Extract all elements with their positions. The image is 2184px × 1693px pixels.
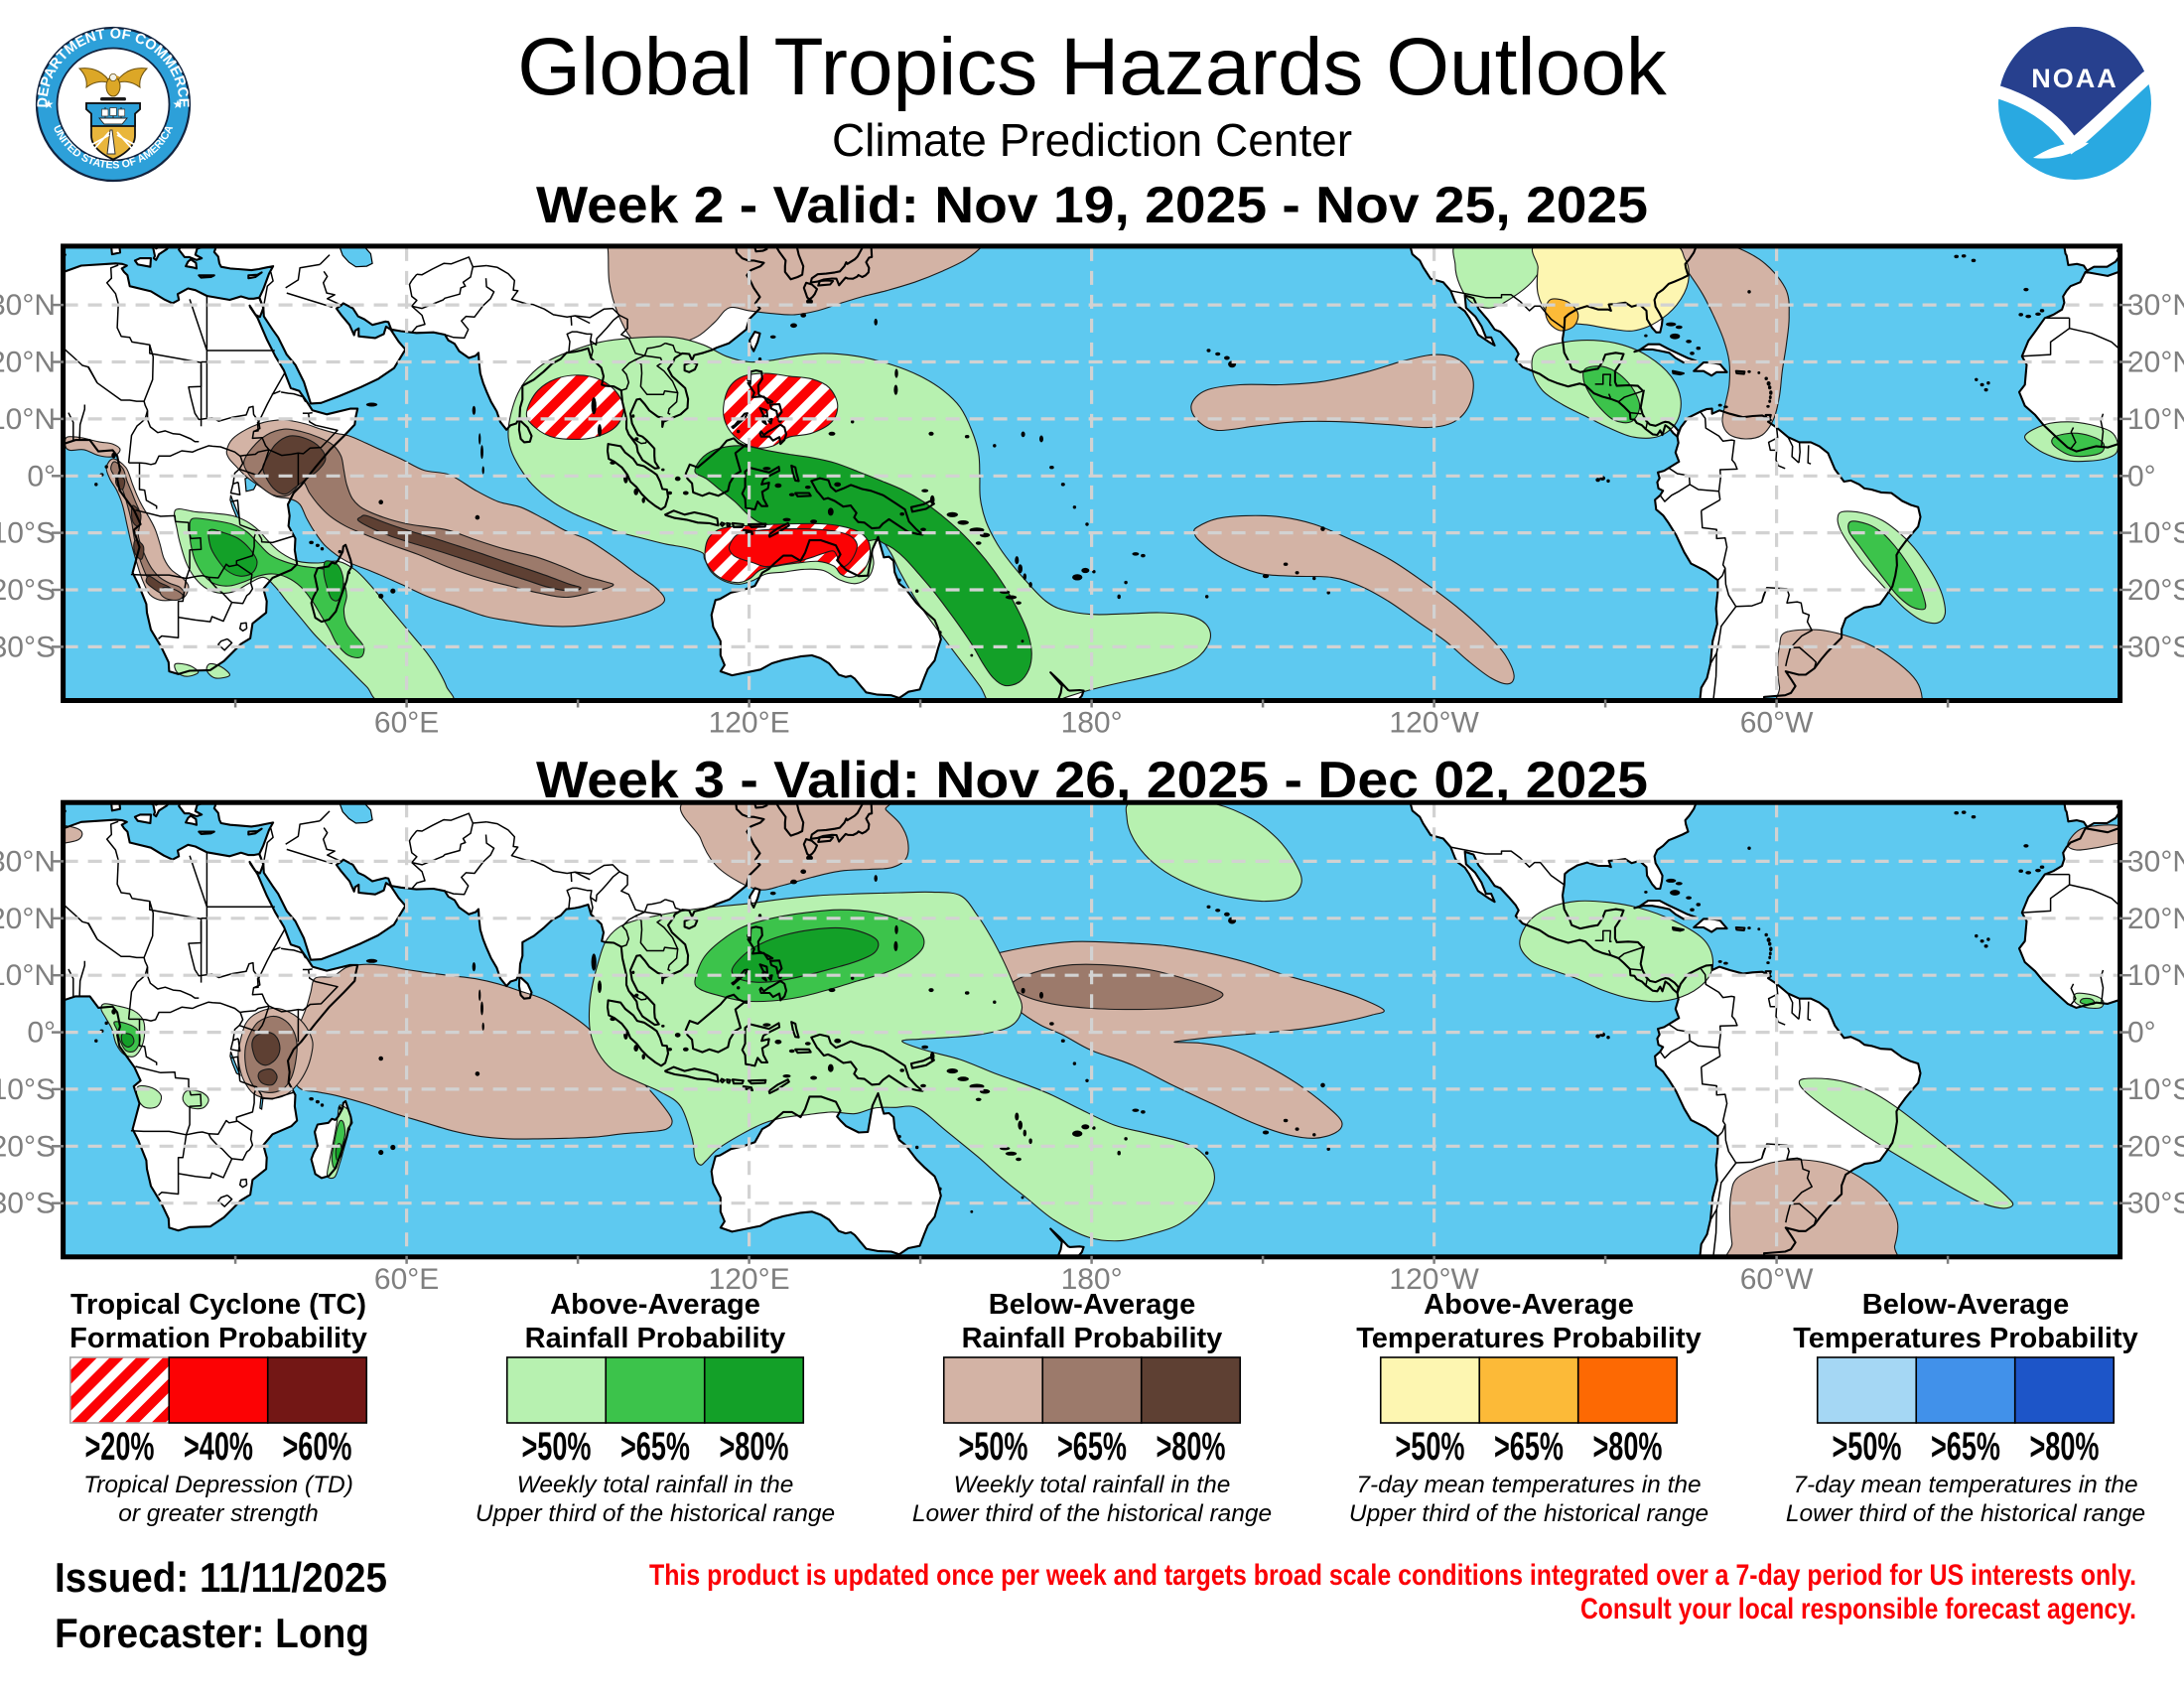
svg-text:Below-Average: Below-Average bbox=[989, 1289, 1195, 1321]
svg-text:30°N: 30°N bbox=[2127, 845, 2184, 878]
svg-text:0°: 0° bbox=[27, 460, 56, 493]
svg-text:10°S: 10°S bbox=[2127, 1073, 2184, 1106]
svg-text:>65%: >65% bbox=[1057, 1425, 1127, 1469]
svg-text:Rainfall Probability: Rainfall Probability bbox=[962, 1323, 1223, 1354]
svg-text:7-day mean temperatures in the: 7-day mean temperatures in the bbox=[1793, 1472, 2137, 1498]
svg-text:>80%: >80% bbox=[2030, 1425, 2100, 1469]
svg-text:180°: 180° bbox=[1061, 1263, 1123, 1296]
svg-text:Week 2 - Valid: Nov 19, 2025 -: Week 2 - Valid: Nov 19, 2025 - Nov 25, 2… bbox=[536, 177, 1648, 234]
svg-text:>80%: >80% bbox=[1593, 1425, 1663, 1469]
svg-text:Forecaster: Long: Forecaster: Long bbox=[55, 1610, 369, 1656]
svg-text:>50%: >50% bbox=[959, 1425, 1028, 1469]
svg-text:>65%: >65% bbox=[620, 1425, 690, 1469]
svg-text:60°E: 60°E bbox=[374, 1263, 439, 1296]
svg-text:This product is updated once p: This product is updated once per week an… bbox=[649, 1559, 2136, 1592]
svg-text:10°N: 10°N bbox=[2127, 403, 2184, 436]
svg-text:Above-Average: Above-Average bbox=[550, 1289, 760, 1321]
svg-text:or greater strength: or greater strength bbox=[118, 1500, 319, 1527]
svg-text:Global Tropics Hazards Outlook: Global Tropics Hazards Outlook bbox=[517, 22, 1668, 112]
svg-text:60°E: 60°E bbox=[374, 707, 439, 740]
svg-text:Formation Probability: Formation Probability bbox=[69, 1323, 367, 1354]
svg-text:Rainfall Probability: Rainfall Probability bbox=[525, 1323, 786, 1354]
svg-text:Weekly total rainfall in the: Weekly total rainfall in the bbox=[954, 1472, 1231, 1498]
svg-text:7-day mean temperatures in the: 7-day mean temperatures in the bbox=[1356, 1472, 1701, 1498]
svg-text:30°S: 30°S bbox=[0, 1188, 56, 1220]
svg-text:0°: 0° bbox=[2127, 1017, 2156, 1050]
svg-text:>80%: >80% bbox=[1157, 1425, 1226, 1469]
svg-text:>20%: >20% bbox=[85, 1425, 155, 1469]
svg-text:10°N: 10°N bbox=[0, 403, 56, 436]
svg-text:Issued: 11/11/2025: Issued: 11/11/2025 bbox=[55, 1554, 387, 1601]
svg-text:Temperatures Probability: Temperatures Probability bbox=[1356, 1323, 1702, 1354]
svg-text:120°E: 120°E bbox=[709, 1263, 790, 1296]
svg-text:Lower third of the historical: Lower third of the historical range bbox=[1786, 1500, 2145, 1527]
svg-text:>80%: >80% bbox=[720, 1425, 789, 1469]
svg-text:0°: 0° bbox=[27, 1017, 56, 1050]
svg-text:>50%: >50% bbox=[1833, 1425, 1902, 1469]
svg-text:Week 3 - Valid: Nov 26, 2025 -: Week 3 - Valid: Nov 26, 2025 - Dec 02, 2… bbox=[536, 752, 1648, 809]
svg-text:30°S: 30°S bbox=[2127, 1188, 2184, 1220]
svg-text:20°N: 20°N bbox=[2127, 903, 2184, 935]
svg-text:30°S: 30°S bbox=[0, 631, 56, 663]
svg-text:Tropical Depression (TD): Tropical Depression (TD) bbox=[83, 1472, 353, 1498]
svg-text:120°W: 120°W bbox=[1389, 707, 1479, 740]
svg-text:>60%: >60% bbox=[283, 1425, 352, 1469]
svg-text:10°S: 10°S bbox=[0, 1073, 56, 1106]
svg-text:Temperatures Probability: Temperatures Probability bbox=[1793, 1323, 2138, 1354]
svg-text:20°N: 20°N bbox=[0, 347, 56, 379]
svg-text:Upper third of the historical: Upper third of the historical range bbox=[476, 1500, 835, 1527]
svg-text:20°S: 20°S bbox=[2127, 1130, 2184, 1163]
svg-text:>50%: >50% bbox=[522, 1425, 592, 1469]
svg-text:30°N: 30°N bbox=[0, 845, 56, 878]
svg-text:>40%: >40% bbox=[184, 1425, 253, 1469]
svg-text:Upper third of the historical: Upper third of the historical range bbox=[1349, 1500, 1708, 1527]
svg-text:20°N: 20°N bbox=[0, 903, 56, 935]
svg-text:10°N: 10°N bbox=[2127, 959, 2184, 992]
svg-text:20°S: 20°S bbox=[2127, 574, 2184, 607]
svg-text:Below-Average: Below-Average bbox=[1862, 1289, 2069, 1321]
svg-text:>65%: >65% bbox=[1931, 1425, 2000, 1469]
svg-text:30°N: 30°N bbox=[2127, 289, 2184, 322]
svg-text:20°S: 20°S bbox=[0, 1130, 56, 1163]
svg-text:Tropical Cyclone (TC): Tropical Cyclone (TC) bbox=[70, 1289, 366, 1321]
svg-text:Lower third of the historical: Lower third of the historical range bbox=[912, 1500, 1272, 1527]
svg-text:>50%: >50% bbox=[1396, 1425, 1465, 1469]
svg-text:30°N: 30°N bbox=[0, 289, 56, 322]
svg-text:>65%: >65% bbox=[1494, 1425, 1564, 1469]
svg-text:★: ★ bbox=[173, 97, 184, 111]
svg-text:Above-Average: Above-Average bbox=[1424, 1289, 1634, 1321]
svg-text:20°S: 20°S bbox=[0, 574, 56, 607]
svg-text:120°E: 120°E bbox=[709, 707, 790, 740]
svg-text:Climate Prediction Center: Climate Prediction Center bbox=[832, 114, 1352, 166]
svg-text:★: ★ bbox=[44, 97, 55, 111]
svg-text:20°N: 20°N bbox=[2127, 347, 2184, 379]
svg-text:30°S: 30°S bbox=[2127, 631, 2184, 663]
svg-text:10°N: 10°N bbox=[0, 959, 56, 992]
svg-text:60°W: 60°W bbox=[1740, 1263, 1814, 1296]
svg-text:60°W: 60°W bbox=[1740, 707, 1814, 740]
svg-text:180°: 180° bbox=[1061, 707, 1123, 740]
svg-text:10°S: 10°S bbox=[0, 517, 56, 550]
svg-text:Consult your local responsible: Consult your local responsible forecast … bbox=[1580, 1593, 2136, 1625]
svg-text:120°W: 120°W bbox=[1389, 1263, 1479, 1296]
svg-text:Weekly total rainfall in the: Weekly total rainfall in the bbox=[517, 1472, 794, 1498]
svg-text:10°S: 10°S bbox=[2127, 517, 2184, 550]
svg-text:NOAA: NOAA bbox=[2031, 64, 2118, 93]
svg-text:0°: 0° bbox=[2127, 460, 2156, 493]
